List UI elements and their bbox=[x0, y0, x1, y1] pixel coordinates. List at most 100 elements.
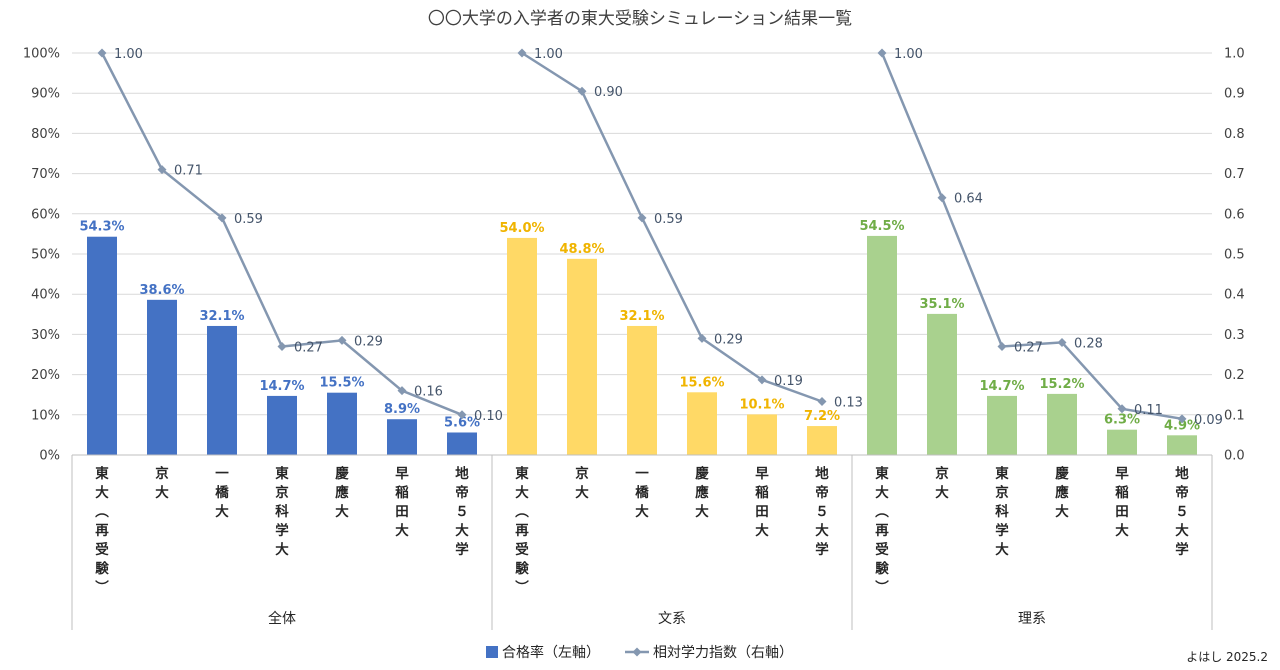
right-tick-label: 0.7 bbox=[1224, 167, 1245, 182]
bar-value-label: 54.3% bbox=[79, 220, 124, 235]
category-label-char: 再 bbox=[515, 523, 529, 539]
left-tick-label: 20% bbox=[31, 368, 60, 383]
index-value-label: 0.19 bbox=[774, 374, 803, 389]
bar bbox=[447, 432, 477, 455]
left-tick-label: 10% bbox=[31, 408, 60, 423]
right-axis: 0.0 0.1 0.2 0.3 0.4 0.5 0.6 0.7 0.8 0.9 1.0 bbox=[1224, 47, 1245, 464]
bar bbox=[147, 299, 177, 455]
category-label-char: ５ bbox=[455, 504, 469, 520]
category-label-char: 験 bbox=[515, 560, 529, 577]
category-label-char: 田 bbox=[395, 504, 409, 520]
legend-label: 相対学力指数（右軸） bbox=[653, 645, 793, 661]
left-tick-label: 80% bbox=[31, 127, 60, 142]
bar bbox=[1107, 429, 1137, 455]
group-label: 理系 bbox=[1018, 611, 1046, 627]
index-value-label: 0.29 bbox=[714, 332, 743, 347]
index-marker bbox=[217, 213, 227, 223]
category-label-char: 帝 bbox=[455, 484, 469, 501]
category-label-char: 稲 bbox=[395, 484, 409, 501]
category-label-char: ︶ bbox=[514, 579, 529, 596]
category-label-char: 科 bbox=[995, 503, 1009, 520]
right-tick-label: 0.8 bbox=[1224, 127, 1245, 142]
left-tick-label: 90% bbox=[31, 87, 60, 102]
bar-value-label: 35.1% bbox=[919, 297, 964, 312]
category-label-char: 田 bbox=[1115, 504, 1129, 520]
bar bbox=[327, 392, 357, 455]
category-label-char: 橋 bbox=[635, 484, 649, 501]
bar bbox=[207, 325, 237, 455]
credit-text: よはし 2025.2 bbox=[1186, 650, 1268, 664]
index-marker bbox=[1057, 337, 1067, 347]
bar bbox=[267, 395, 297, 455]
index-value-label: 1.00 bbox=[894, 47, 923, 62]
bar-value-label: 54.0% bbox=[499, 221, 544, 236]
legend-bar-swatch bbox=[486, 646, 498, 658]
category-label-char: 帝 bbox=[1175, 484, 1189, 501]
bar bbox=[87, 236, 117, 455]
bar-value-label: 6.3% bbox=[1104, 413, 1140, 428]
bar-value-label: 38.6% bbox=[139, 283, 184, 298]
category-label: 京大 bbox=[935, 465, 949, 501]
category-label-char: 慶 bbox=[335, 465, 349, 482]
index-marker bbox=[277, 341, 287, 351]
category-label: 早稲田大 bbox=[395, 466, 409, 539]
category-label-char: 大 bbox=[995, 541, 1009, 558]
category-label-char: 東 bbox=[515, 465, 529, 482]
right-tick-label: 0.0 bbox=[1224, 449, 1245, 464]
category-label-char: ︶ bbox=[874, 579, 889, 596]
bar bbox=[747, 414, 777, 455]
bar bbox=[627, 325, 657, 455]
right-tick-label: 0.3 bbox=[1224, 328, 1245, 343]
category-label: 早稲田大 bbox=[755, 466, 769, 539]
bar-value-label: 32.1% bbox=[619, 309, 664, 324]
index-marker bbox=[997, 341, 1007, 351]
category-label-char: 一 bbox=[635, 466, 649, 482]
category-label-char: 慶 bbox=[695, 465, 709, 482]
category-label-char: 東 bbox=[275, 465, 289, 482]
category-label-char: 大 bbox=[215, 503, 229, 520]
category-label: 慶應大 bbox=[695, 465, 709, 520]
category-label: 一橋大 bbox=[635, 466, 649, 520]
category-label: 東京科学大 bbox=[275, 465, 289, 558]
index-marker bbox=[337, 335, 347, 345]
bar-value-label: 10.1% bbox=[739, 397, 784, 412]
index-value-label: 0.90 bbox=[594, 85, 623, 100]
category-label-char: 東 bbox=[995, 465, 1009, 482]
index-value-label: 0.13 bbox=[834, 396, 863, 411]
category-label: 地帝 ５ 大学 bbox=[455, 465, 469, 558]
category-label-char: 大 bbox=[275, 541, 289, 558]
index-value-label: 0.11 bbox=[1134, 403, 1163, 418]
legend-line-marker bbox=[632, 647, 642, 657]
index-marker bbox=[1117, 404, 1127, 414]
category-label-char: 大 bbox=[635, 503, 649, 520]
category-label-char: 地 bbox=[1175, 465, 1189, 482]
index-marker bbox=[817, 397, 827, 407]
index-marker bbox=[517, 48, 527, 58]
category-label-char: 應 bbox=[695, 484, 709, 501]
bar bbox=[507, 237, 537, 455]
x-axis: 東大︵再受験︶京大一橋大東京科学大慶應大早稲田大地帝５大学全体東大︵再受験︶京大… bbox=[71, 454, 1213, 630]
category-label-char: 受 bbox=[515, 541, 529, 558]
left-tick-label: 30% bbox=[31, 328, 60, 343]
category-label: 東京科学大 bbox=[995, 465, 1009, 558]
line-series: 1.00 0.71 0.59 0.27 0.29 0.16 0.10 1.00 0.90 0.59… bbox=[97, 47, 1223, 428]
left-tick-label: 70% bbox=[31, 167, 60, 182]
right-tick-label: 0.2 bbox=[1224, 368, 1245, 383]
bar-value-label: 54.5% bbox=[859, 219, 904, 234]
index-value-label: 0.28 bbox=[1074, 336, 1103, 351]
category-label-char: 京 bbox=[275, 484, 289, 501]
bar-value-label: 7.2% bbox=[804, 409, 840, 424]
category-label-char: 験 bbox=[95, 560, 109, 577]
category-label-char: 地 bbox=[815, 465, 829, 482]
left-tick-label: 100% bbox=[23, 47, 60, 62]
category-label-char: 大 bbox=[395, 522, 409, 539]
category-label-char: 稲 bbox=[1115, 484, 1129, 501]
index-value-label: 1.00 bbox=[534, 47, 563, 62]
category-label-char: 田 bbox=[755, 504, 769, 520]
bar bbox=[567, 258, 597, 455]
category-label: 東大 ︵ 再受験 ︶ bbox=[874, 465, 889, 596]
category-label-char: 京 bbox=[155, 465, 169, 482]
left-axis: 0% 10% 20% 30% 40% 50% 60% 70% 80% 90% 100% bbox=[23, 47, 60, 464]
left-tick-label: 0% bbox=[39, 449, 60, 464]
